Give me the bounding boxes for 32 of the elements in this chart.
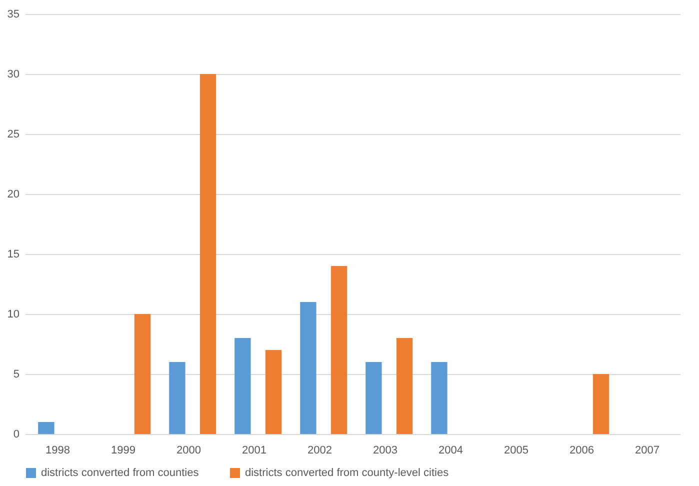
bar (200, 74, 216, 434)
x-tick-label: 2007 (635, 444, 660, 456)
bar (134, 314, 151, 434)
bar (38, 422, 54, 434)
bar (366, 362, 382, 434)
y-tick-label: 0 (13, 428, 20, 440)
y-tick-label: 15 (7, 248, 20, 260)
bar (300, 302, 316, 434)
y-tick-label: 5 (13, 368, 20, 380)
x-tick-label: 1998 (46, 444, 70, 456)
x-tick-label: 1999 (111, 444, 136, 456)
y-tick-label: 35 (7, 8, 20, 20)
legend-label: districts converted from county-level cities (245, 467, 450, 479)
x-tick-label: 2004 (438, 444, 463, 456)
bar (431, 362, 448, 434)
y-tick-label: 30 (7, 68, 20, 80)
bar (330, 266, 348, 434)
x-tick-label: 2005 (504, 444, 528, 456)
x-tick-label: 2003 (373, 444, 398, 456)
bar (396, 338, 413, 434)
y-tick-label: 25 (7, 128, 20, 140)
x-tick-label: 2006 (570, 444, 594, 456)
bar (592, 374, 610, 434)
x-tick-label: 2001 (242, 444, 266, 456)
y-tick-label: 20 (7, 188, 20, 200)
bar (169, 362, 186, 434)
x-tick-label: 2002 (308, 444, 332, 456)
bar (234, 338, 251, 434)
x-tick-label: 2000 (176, 444, 201, 456)
bar (265, 350, 282, 434)
y-tick-label: 10 (7, 308, 20, 320)
legend-label: districts converted from counties (41, 467, 200, 479)
